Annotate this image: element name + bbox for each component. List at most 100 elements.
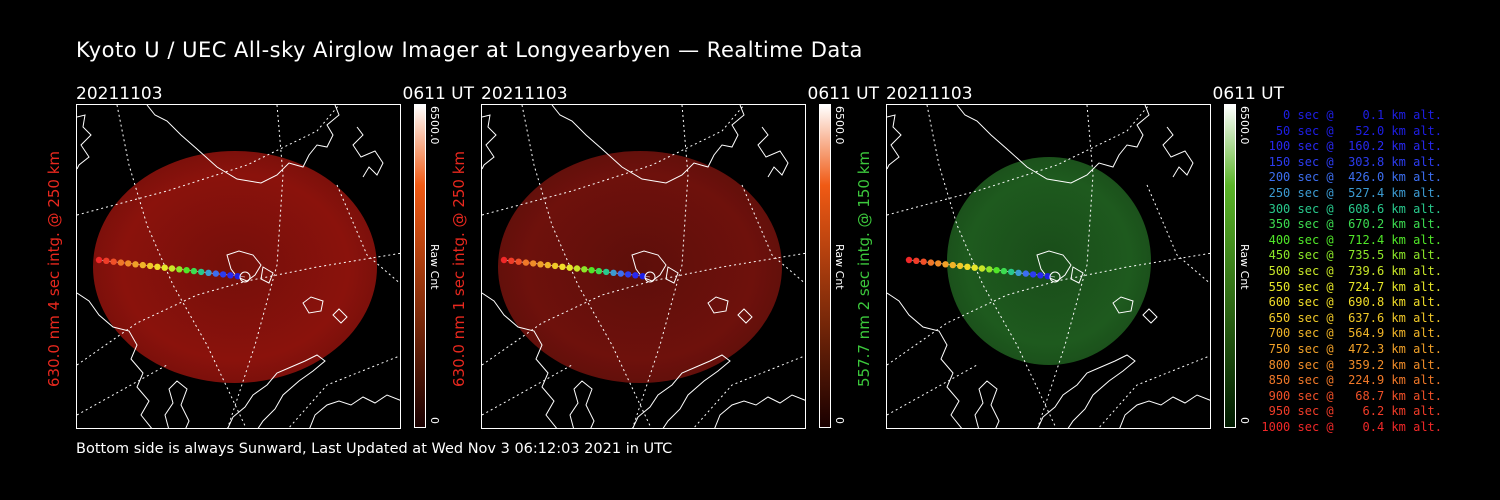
airglow-image [93,151,377,383]
trajectory-point [978,265,986,272]
panel-time: 0611 UT [402,84,475,104]
trajectory-point [624,271,632,278]
panel-time: 0611 UT [1212,84,1285,104]
trajectory-point [537,261,544,268]
coastline [887,105,1210,428]
colorbar-unit-label: Raw Cnt [833,244,846,290]
panel-date: 20211103 [76,84,163,104]
trajectory-point [603,268,610,276]
trajectory-point [95,256,103,264]
legend-entry: 750 sec @ 472.3 km alt. [1261,341,1442,356]
trajectory-point [1044,273,1051,280]
trajectory-point [993,267,1000,274]
page-title: Kyoto U / UEC All-sky Airglow Imager at … [76,38,863,62]
trajectory-point [544,261,551,269]
colorbar-max-label: 6500.0 [1238,106,1251,145]
legend-entry: 400 sec @ 712.4 km alt. [1261,232,1442,247]
trajectory-point [103,257,110,264]
map-canvas [887,105,1210,428]
airglow-panel-1: 20211103 0611 UT 630.0 nm 4 sec intg. @ … [45,84,474,434]
trajectory-point [1029,271,1037,278]
legend-entry: 600 sec @ 690.8 km alt. [1261,295,1442,310]
trajectory-point [1037,272,1044,279]
trajectory-point [139,261,146,269]
trajectory-point [588,267,595,274]
colorbar [819,104,831,428]
trajectory-legend: 0 sec @ 0.1 km alt. 50 sec @ 52.0 km alt… [1261,108,1442,435]
colorbar-min-label: 0 [428,417,441,424]
colorbar [414,104,426,428]
trajectory-point [905,256,913,264]
colorbar-unit-label: Raw Cnt [428,244,441,290]
legend-entry: 350 sec @ 670.2 km alt. [1261,217,1442,232]
trajectory-point [986,266,993,273]
airglow-panel-2: 20211103 0611 UT 630.0 nm 1 sec intg. @ … [450,84,879,434]
panel-date: 20211103 [481,84,568,104]
trajectory-point [176,266,183,273]
trajectory-point [234,273,241,280]
trajectory-point [559,263,566,270]
allsky-map [886,104,1211,429]
legend-entry: 650 sec @ 637.6 km alt. [1261,310,1442,325]
legend-entry: 700 sec @ 564.9 km alt. [1261,326,1442,341]
legend-entry: 0 sec @ 0.1 km alt. [1261,108,1442,122]
trajectory-point [500,256,508,264]
trajectory-point [971,264,978,271]
footer-status: Bottom side is always Sunward, Last Upda… [76,441,673,457]
trajectory-point [530,260,537,267]
trajectory-point [198,268,205,276]
allsky-map [76,104,401,429]
panel-time: 0611 UT [807,84,880,104]
trajectory-point [132,261,139,268]
trajectory-point [168,265,176,272]
trajectory-point [1008,268,1015,276]
colorbar-max-label: 6500.0 [428,106,441,145]
panel-ylabel: 557.7 nm 2 sec intg. @ 150 km [855,150,873,388]
trajectory-point [227,272,234,279]
trajectory-point [508,257,515,264]
lat-lon-grid [887,105,1210,428]
trajectory-point [566,264,573,271]
trajectory-point [920,258,927,265]
trajectory-point [161,264,168,271]
colorbar-unit-label: Raw Cnt [1238,244,1251,290]
trajectory-point [617,270,624,277]
trajectory-point [219,271,227,278]
colorbar-max-label: 6500.0 [833,106,846,145]
colorbar-min-label: 0 [833,417,846,424]
trajectory-point [239,271,251,283]
trajectory-point [573,265,581,272]
trajectory-point [212,270,219,277]
panel-ylabel: 630.0 nm 4 sec intg. @ 250 km [45,150,63,388]
trajectory-point [154,263,161,270]
trajectory-point [515,258,522,265]
lat-lon-grid [77,105,400,428]
legend-entry: 950 sec @ 6.2 km alt. [1261,404,1442,419]
trajectory-point [1015,269,1022,276]
legend-entry: 450 sec @ 735.5 km alt. [1261,248,1442,263]
trajectory-point [949,261,956,269]
trajectory-point [644,271,656,283]
airglow-image [947,157,1151,365]
trajectory-point [935,260,942,267]
map-canvas [482,105,805,428]
trajectory-point [522,259,530,266]
legend-entry: 850 sec @ 224.9 km alt. [1261,373,1442,388]
legend-entry: 1000 sec @ 0.4 km alt. [1261,419,1442,434]
trajectory-point [956,262,964,270]
trajectory-point [632,272,639,279]
legend-entry: 500 sec @ 739.6 km alt. [1261,263,1442,278]
trajectory-point [1049,271,1061,283]
legend-entry: 150 sec @ 303.8 km alt. [1261,154,1442,169]
trajectory-point [146,262,154,270]
trajectory-point [964,263,971,270]
trajectory-point [1022,270,1029,277]
trajectory-point [117,259,125,266]
trajectory-point [125,260,132,267]
trajectory-point [581,266,588,273]
trajectory-point [205,269,212,276]
coastline [482,105,805,428]
trajectory-point [927,259,935,266]
trajectory-point [1000,267,1008,275]
trajectory-point [110,258,117,265]
